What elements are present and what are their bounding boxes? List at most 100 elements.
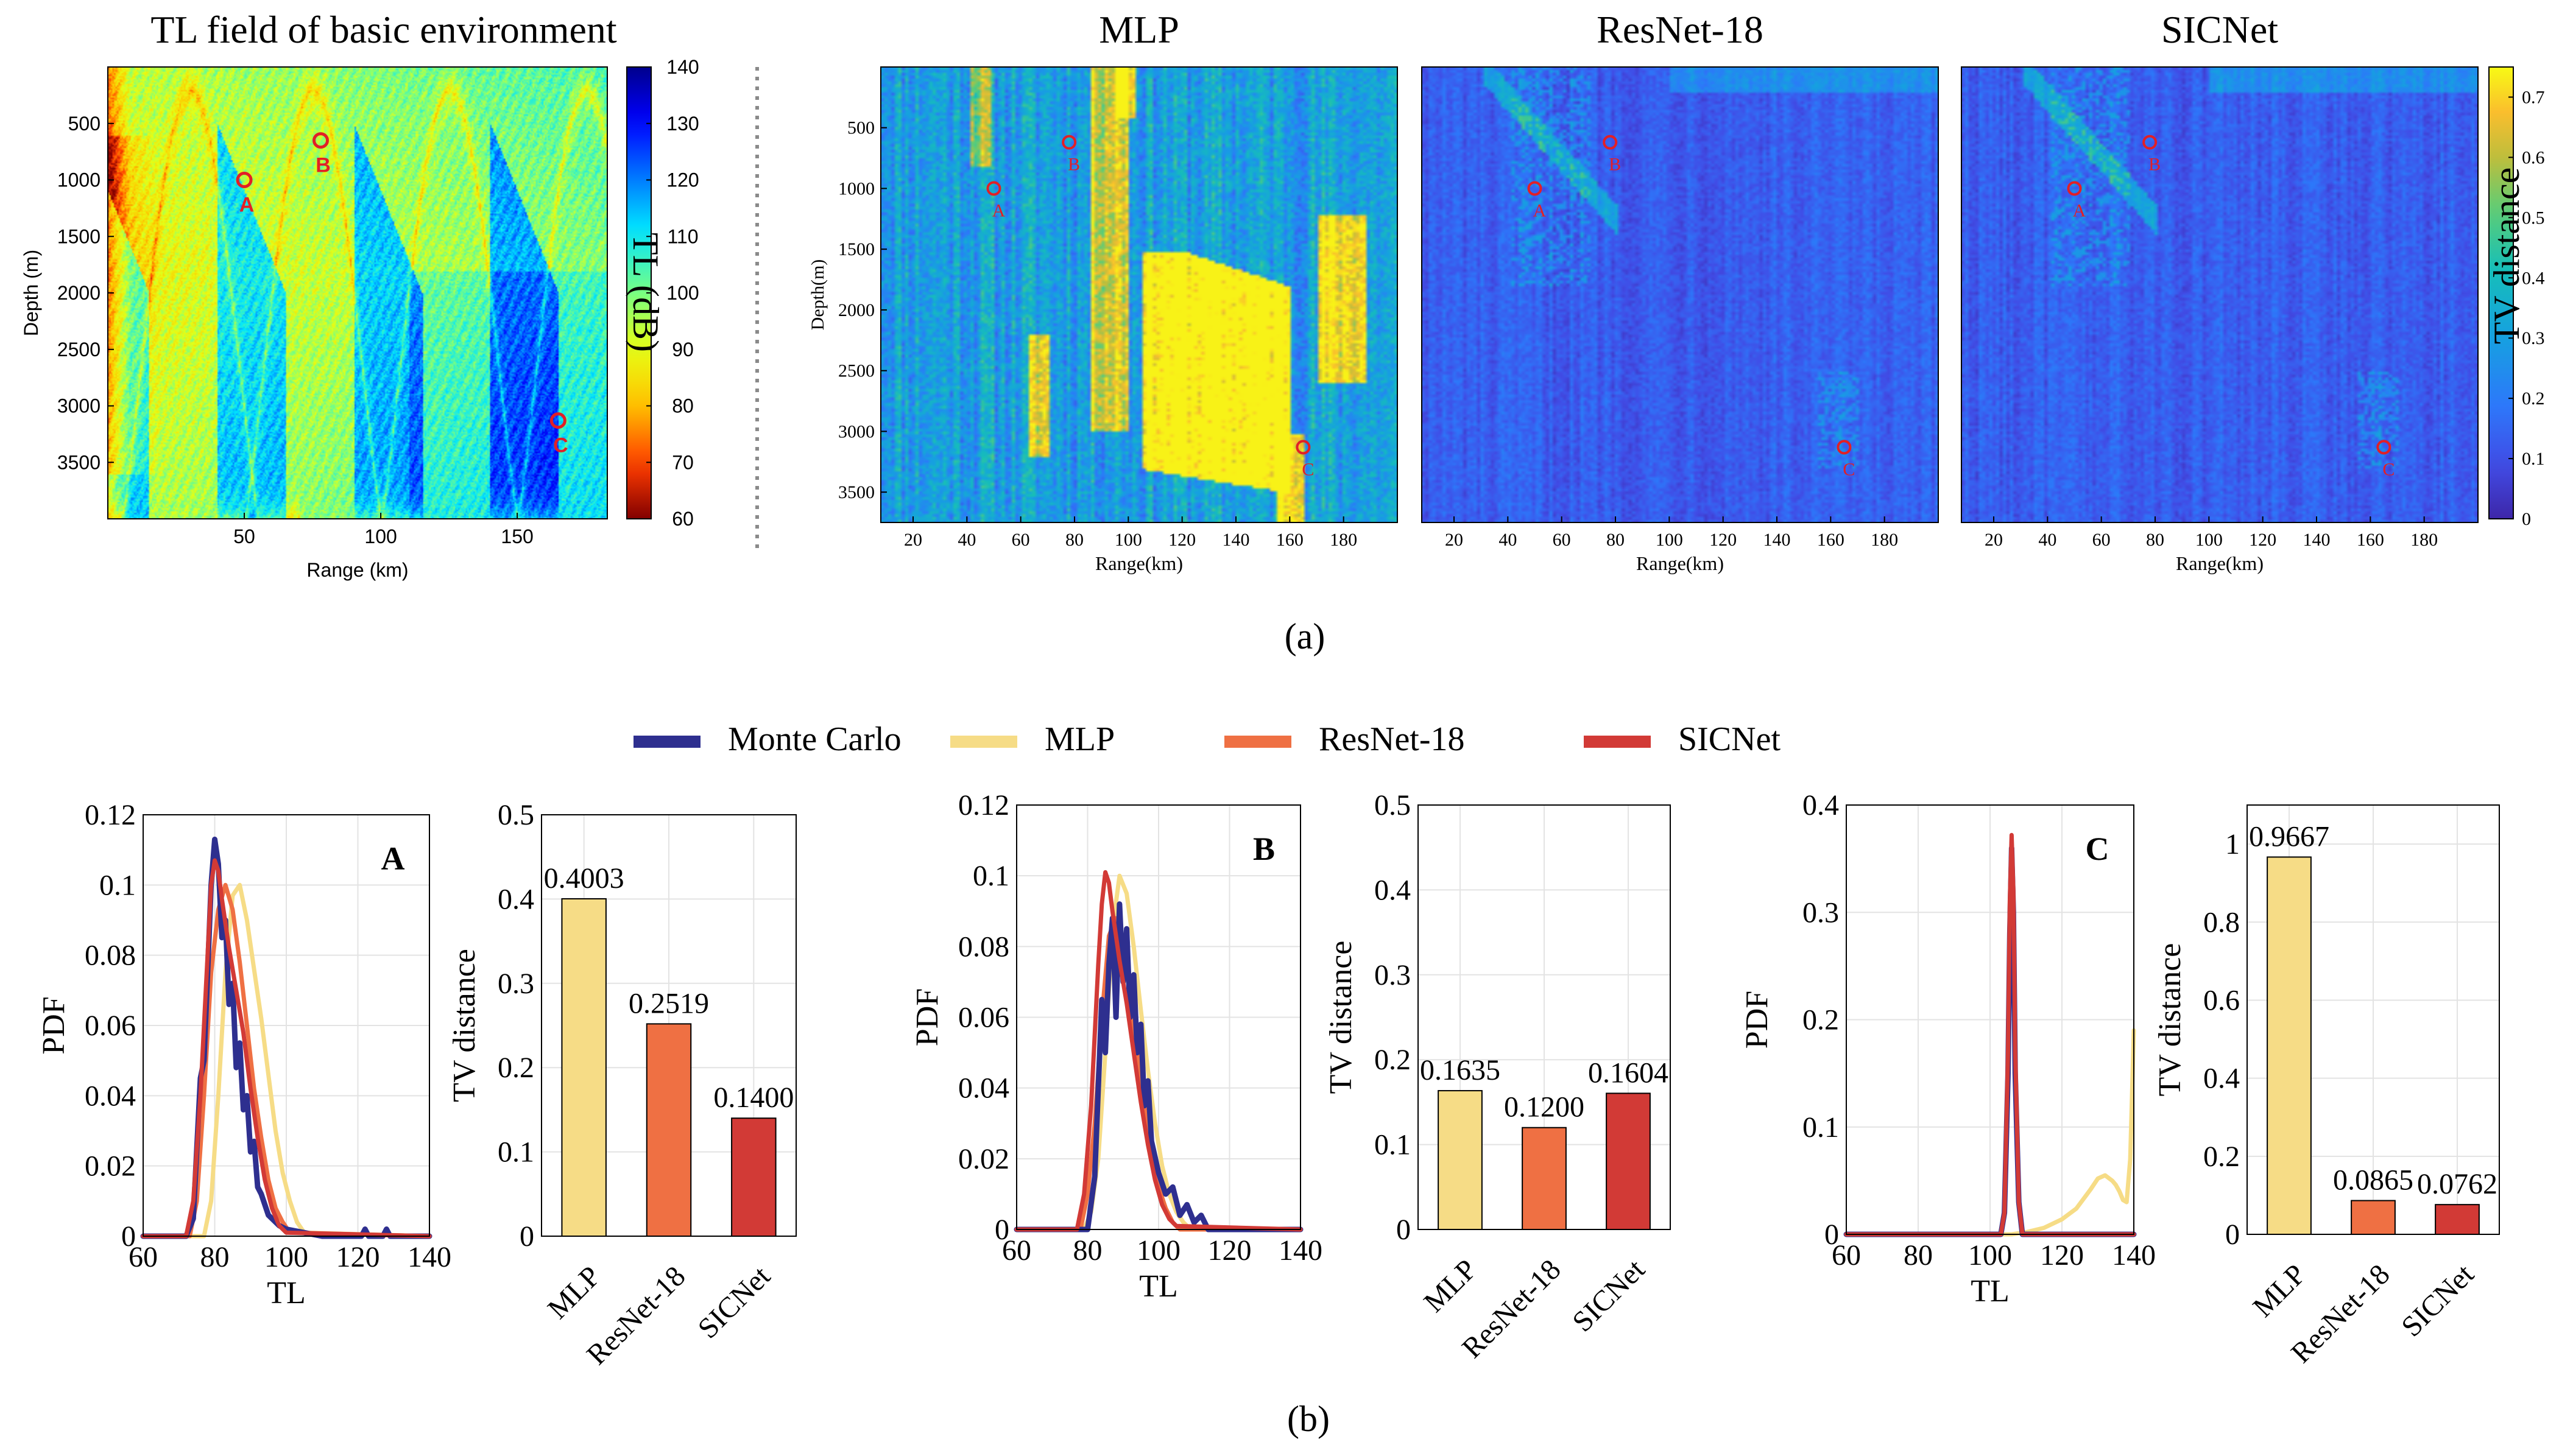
pdf-series-monte-carlo (1014, 901, 1304, 1233)
tv-map-xtick-label: 40 (2038, 530, 2056, 550)
tl-field-point-label: A (239, 194, 255, 217)
tl-field-ytick-label: 500 (68, 113, 101, 135)
bar-category-label: MLP (1417, 1253, 1483, 1318)
bar-ytick-label: 0.1 (498, 1136, 534, 1169)
pdf-xlabel: TL (1971, 1274, 2010, 1309)
pdf-ytick-label: 0.2 (1802, 1004, 1839, 1036)
tv-map-point-label: C (1302, 459, 1314, 479)
tl-colorbar-tick-label: 110 (667, 225, 698, 247)
pdf-series-mlp (141, 882, 432, 1239)
bar-value-label: 0.4003 (544, 862, 624, 895)
tl-field-point-label: C (553, 434, 568, 457)
pdf-series-sicnet (141, 858, 432, 1239)
tv-colorbar (2488, 66, 2514, 519)
tv-map-point-marker (986, 181, 1001, 196)
tl-field-ytick-label: 2000 (57, 282, 101, 304)
pdf-point-label: A (381, 840, 405, 877)
pdf-ytick-label: 0.02 (958, 1143, 1009, 1175)
pdf-frame (143, 814, 430, 1237)
tl-field-point-marker (236, 172, 253, 188)
tl-colorbar-tick-label: 90 (672, 339, 694, 360)
pdf-ytick-label: 0 (995, 1214, 1009, 1246)
pdf-point-label: C (2086, 831, 2109, 867)
tv-map-xtick-label: 20 (1985, 530, 2003, 550)
tv-map-xtick-label: 120 (2249, 530, 2276, 550)
bar-value-label: 0.1400 (713, 1081, 794, 1114)
pdf-ytick-label: 0.1 (99, 869, 136, 901)
tl-colorbar-tick-label: 130 (666, 113, 699, 135)
pdf-xtick-label: 140 (1279, 1234, 1322, 1267)
tv-map-xlabel: Range(km) (1636, 552, 1724, 574)
bar-sicnet (731, 1117, 777, 1237)
pdf-ytick-label: 0.12 (85, 799, 136, 831)
tv-map-xtick-label: 60 (1012, 530, 1030, 550)
tv-map-point-marker (2142, 135, 2158, 150)
tv-map-heatmap (1961, 67, 2478, 522)
tv-colorbar-tick-label: 0 (2522, 509, 2531, 529)
tv-map-point-label: B (1609, 155, 1621, 175)
tl-field-point-marker (312, 132, 330, 149)
pdf-xtick-label: 140 (408, 1241, 451, 1273)
tv-map-xtick-label: 20 (1445, 530, 1463, 550)
legend-label: SICNet (1678, 720, 1781, 758)
tv-map-ytick-label: 3000 (838, 421, 875, 441)
pdf-ytick-label: 0.08 (958, 930, 1009, 963)
panel-a-label: (a) (1285, 616, 1325, 656)
tv-map-heatmap (881, 67, 1397, 522)
tl-field-point-label: B (316, 154, 331, 177)
tv-map-xtick-label: 180 (1330, 530, 1357, 550)
bar-value-label: 0.1635 (1420, 1054, 1500, 1086)
pdf-xtick-label: 140 (2112, 1239, 2156, 1271)
pdf-ytick-label: 0 (121, 1220, 136, 1253)
bar-value-label: 0.1604 (1588, 1057, 1668, 1089)
tl-field-ytick-label: 1000 (57, 169, 101, 191)
tv-map-panel: SICNet 20 40 60 80 100 120 140 160 180 Range(km) A B… (1961, 8, 2479, 574)
tv-map-xtick-label: 100 (1115, 530, 1142, 550)
pdf-ytick-label: 0.06 (958, 1002, 1009, 1034)
bar-frame (1417, 804, 1671, 1230)
tv-colorbar-group: 0 0.1 0.2 0.3 0.4 0.5 0.6 0.7 TV distance (2487, 66, 2545, 529)
pdf-xtick-label: 100 (1137, 1234, 1181, 1267)
bar-ytick-label: 0 (1396, 1214, 1411, 1246)
tv-map-ytick-label: 2000 (838, 300, 875, 320)
bar-ytick-label: 0.4 (498, 883, 534, 915)
pdf-xtick-label: 60 (129, 1241, 158, 1273)
tv-map-point-marker (2376, 440, 2391, 455)
bar-resnet-18 (1522, 1127, 1567, 1230)
tv-map-heatmap (1422, 67, 1938, 522)
tv-map-xtick-label: 140 (2303, 530, 2331, 550)
bar-category-label: SICNet (692, 1260, 777, 1345)
pdf-frame (1846, 804, 2134, 1235)
tv-map-point-label: A (1533, 200, 1547, 220)
pdf-xtick-label: 120 (1208, 1234, 1252, 1267)
tl-field-panel: TL field of basic environment 50 100 150 500… (20, 8, 699, 581)
tv-bar-chart: 0.1635MLP0.1200ResNet-180.1604SICNet00.1… (1324, 789, 1671, 1365)
tv-map-frame (1961, 66, 2479, 523)
pdf-xlabel: TL (1139, 1269, 1178, 1304)
bar-ylabel: TV distance (2153, 943, 2187, 1097)
tv-colorbar-tick-label: 0.2 (2522, 389, 2545, 409)
tv-bar-chart: 0.4003MLP0.2519ResNet-180.1400SICNet00.1… (447, 799, 797, 1371)
tv-map-xtick-label: 40 (958, 530, 976, 550)
tv-map-xtick-label: 140 (1763, 530, 1791, 550)
tv-map-ytick-label: 1500 (838, 239, 875, 259)
pdf-xtick-label: 80 (200, 1241, 230, 1273)
tv-map-frame (880, 66, 1398, 523)
bar-mlp (561, 898, 607, 1237)
tl-colorbar-tick-label: 60 (672, 508, 694, 530)
bar-resnet-18 (646, 1023, 692, 1237)
pdf-xtick-label: 80 (1904, 1239, 1933, 1271)
tv-map-xtick-label: 80 (1065, 530, 1084, 550)
pdf-frame (1016, 804, 1301, 1230)
pdf-point-label: B (1253, 831, 1275, 867)
pdf-ytick-label: 0.06 (85, 1010, 136, 1042)
panel-b-label: (b) (1287, 1399, 1330, 1439)
pdf-chart: 60 80 100 120 140 0 0.1 0.2 0.3 0.4 TL PDF C (1740, 789, 2156, 1309)
bar-sicnet (2435, 1204, 2480, 1235)
bar-frame (2247, 804, 2500, 1235)
tv-map-point-label: A (2073, 200, 2086, 220)
bar-ytick-label: 0.6 (2203, 984, 2240, 1016)
tv-bar-chart: 0.9667MLP0.0865ResNet-180.0762SICNet00.2… (2153, 804, 2500, 1370)
tl-field-xtick-label: 50 (233, 526, 255, 547)
